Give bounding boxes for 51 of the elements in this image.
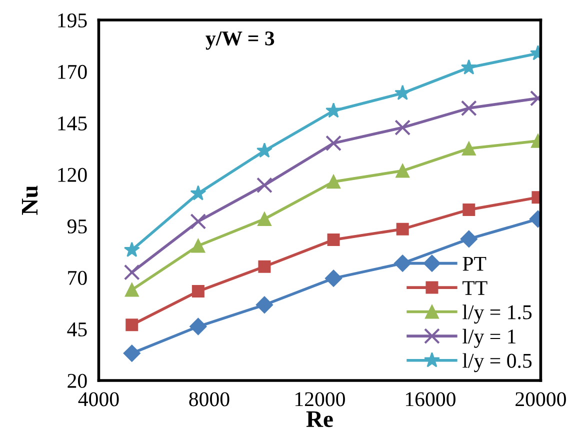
x-tick-label: 20000 [516, 392, 566, 406]
x-axis-title: Re [306, 411, 333, 428]
point [190, 213, 206, 230]
x-tick-label: 8000 [189, 392, 230, 406]
point [258, 260, 271, 273]
point [256, 296, 274, 314]
point [124, 242, 140, 257]
point [462, 142, 476, 156]
x-tick-label: 12000 [296, 392, 345, 406]
point [394, 254, 412, 272]
legend-label: l/y = 1 [462, 328, 516, 348]
legend-label: PT [462, 256, 486, 271]
legend-label: TT [462, 281, 488, 295]
annotation: y/W = 3 [206, 31, 274, 50]
point [190, 318, 207, 336]
point [123, 344, 140, 362]
legend-label: l/y = 1.5 [462, 304, 532, 324]
y-tick-label: 70 [68, 270, 87, 285]
point [191, 238, 206, 253]
point [460, 59, 477, 74]
y-tick-label: 120 [58, 168, 87, 182]
y-axis-title: Nu [22, 186, 38, 215]
point [460, 100, 477, 116]
point [326, 135, 342, 152]
point [326, 174, 340, 189]
legend-label: l/y = 0.5 [462, 353, 532, 372]
y-tick-label: 195 [58, 13, 87, 28]
point [256, 142, 272, 158]
point [460, 230, 478, 248]
x-tick-label: 4000 [78, 392, 119, 406]
point [326, 102, 342, 118]
point [394, 120, 411, 136]
y-tick-label: 45 [67, 322, 87, 336]
point [190, 185, 206, 200]
point [396, 222, 409, 236]
point [394, 84, 411, 100]
y-tick-label: 145 [58, 116, 87, 130]
point [126, 318, 138, 332]
x-tick-label: 16000 [406, 392, 456, 406]
point [124, 282, 139, 297]
y-tick-label: 95 [67, 219, 87, 234]
y-tick-label: 20 [68, 374, 87, 388]
point [258, 212, 272, 226]
point [256, 177, 272, 194]
point [124, 264, 140, 280]
point [462, 203, 476, 216]
y-tick-label: 170 [58, 64, 87, 79]
point [396, 164, 410, 178]
point [192, 285, 204, 298]
point [327, 234, 340, 246]
point [324, 270, 342, 287]
